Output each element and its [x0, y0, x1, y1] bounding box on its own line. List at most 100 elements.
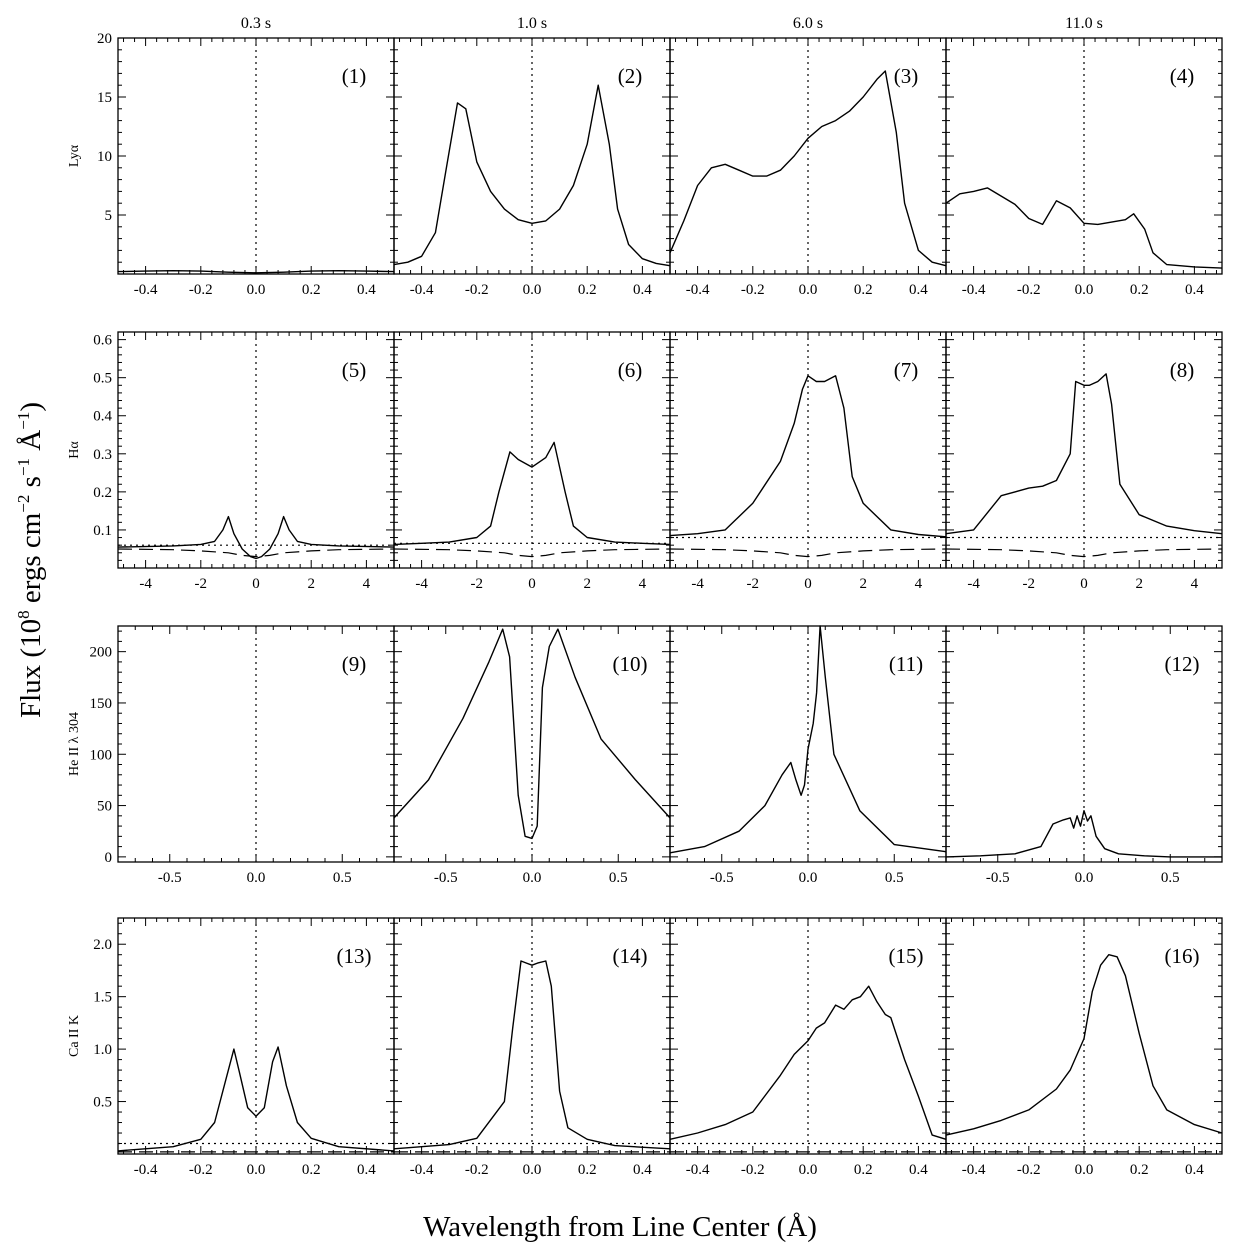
panel: -0.4 -0.2 0.0 0.2 0.4 0.5 1.0 1.5 2.0 (13) [93, 917, 395, 1178]
y-tick-label: 50 [97, 799, 112, 815]
x-tick-label: 0.0 [799, 1162, 818, 1178]
y-tick-label: 0.2 [93, 485, 112, 501]
panel: -0.4 -0.2 0.0 0.2 0.4 (14) [393, 917, 671, 1178]
x-tick-label: 0 [1080, 576, 1088, 592]
y-tick-label: 1.5 [93, 990, 112, 1006]
y-axis-title: Flux (108 ergs cm−2 s−1 Å−1) [14, 402, 47, 718]
x-tick-label: -0.5 [710, 870, 734, 886]
series-line-dashed [669, 548, 947, 558]
x-tick-label: 4 [1191, 576, 1199, 592]
x-axis-title: Wavelength from Line Center (Å) [423, 1211, 817, 1243]
y-tick-label: 0 [105, 850, 113, 866]
x-tick-label: 0.0 [523, 1162, 542, 1178]
panel: -0.5 0.0 0.5 0 50 100 150 200 (9) [90, 625, 395, 886]
y-tick-label: 150 [90, 696, 113, 712]
series-line-solid [117, 270, 395, 274]
panel-label: (10) [613, 652, 648, 676]
row-label: Ca II K [67, 1015, 82, 1057]
y-tick-label: 200 [90, 645, 113, 661]
panel-label: (3) [894, 64, 919, 88]
y-tick-label: 100 [90, 747, 113, 763]
x-tick-label: -0.5 [158, 870, 182, 886]
panel: -0.5 0.0 0.5 (12) [945, 625, 1223, 886]
x-tick-label: -2 [471, 576, 484, 592]
x-tick-label: 2 [859, 576, 867, 592]
row-label: Lyα [67, 144, 82, 167]
y-tick-label: 0.5 [93, 371, 112, 387]
x-tick-label: -2 [195, 576, 208, 592]
series-line-solid [945, 954, 1223, 1136]
x-tick-label: -4 [139, 576, 152, 592]
panel-label: (9) [342, 652, 367, 676]
series-line-dashed [117, 548, 395, 558]
x-tick-label: -0.4 [134, 1162, 158, 1178]
x-tick-label: -0.4 [962, 1162, 986, 1178]
panel-label: (6) [618, 358, 643, 382]
x-tick-label: 0.0 [1075, 870, 1094, 886]
x-tick-label: -0.4 [410, 282, 434, 298]
series-line-solid [117, 515, 395, 560]
x-tick-label: 0.4 [909, 282, 928, 298]
x-tick-label: 0.0 [247, 1162, 266, 1178]
x-tick-label: 0.2 [1130, 1162, 1149, 1178]
x-tick-label: 0.0 [1075, 282, 1094, 298]
panel-label: (16) [1165, 944, 1200, 968]
series-line-dashed [393, 548, 671, 558]
x-tick-label: -0.4 [962, 282, 986, 298]
x-tick-label: 0.2 [302, 282, 321, 298]
x-tick-label: 0.2 [1130, 282, 1149, 298]
x-tick-label: 0.4 [633, 282, 652, 298]
x-tick-label: 0.4 [357, 1162, 376, 1178]
y-tick-label: 5 [105, 208, 113, 224]
x-tick-label: 0.5 [333, 870, 352, 886]
x-tick-label: -4 [415, 576, 428, 592]
series-line-solid [669, 625, 947, 854]
x-tick-label: 0.4 [633, 1162, 652, 1178]
column-title: 0.3 s [241, 15, 271, 32]
panel-label: (2) [618, 64, 643, 88]
x-tick-label: 0.2 [854, 1162, 873, 1178]
column-titles: 0.3 s 1.0 s 6.0 s 11.0 s [241, 15, 1103, 32]
x-tick-label: 0.0 [247, 282, 266, 298]
panel-label: (4) [1170, 64, 1195, 88]
x-tick-label: -0.2 [1017, 282, 1041, 298]
row-label: Hα [67, 441, 82, 459]
x-tick-label: 0 [252, 576, 260, 592]
row-label: He II λ 304 [67, 712, 82, 776]
column-title: 11.0 s [1065, 15, 1103, 32]
x-tick-label: -0.5 [434, 870, 458, 886]
y-tick-label: 0.4 [93, 409, 112, 425]
x-tick-label: 0.2 [302, 1162, 321, 1178]
x-tick-label: 0.4 [1185, 1162, 1204, 1178]
x-tick-label: -0.4 [134, 282, 158, 298]
series-line-solid [945, 810, 1222, 858]
panel: -0.4 -0.2 0.0 0.2 0.4 (3) [669, 37, 947, 298]
y-tick-label: 0.5 [93, 1095, 112, 1111]
x-tick-label: 0.0 [799, 282, 818, 298]
x-tick-label: 0.2 [854, 282, 873, 298]
panel: -0.4 -0.2 0.0 0.2 0.4 (16) [945, 917, 1223, 1178]
x-tick-label: -4 [967, 576, 980, 592]
x-tick-label: 2 [1135, 576, 1143, 592]
x-tick-label: -0.4 [686, 1162, 710, 1178]
x-tick-label: 0.2 [578, 282, 597, 298]
series-line-solid [393, 628, 671, 840]
x-tick-label: 4 [915, 576, 923, 592]
x-tick-label: -2 [1023, 576, 1036, 592]
x-tick-label: -0.2 [741, 282, 765, 298]
x-tick-label: 0 [528, 576, 536, 592]
panel: -4 -2 0 2 4 0.1 0.2 0.3 0.4 0.5 0.6 (5) [93, 331, 395, 592]
panel: -4 -2 0 2 4 (7) [669, 331, 947, 592]
y-tick-label: 10 [97, 149, 112, 165]
x-tick-label: 0.2 [578, 1162, 597, 1178]
panel: -4 -2 0 2 4 (8) [945, 331, 1223, 592]
series-line-solid [393, 960, 671, 1150]
x-tick-label: 0.0 [1075, 1162, 1094, 1178]
x-tick-label: 0.0 [523, 870, 542, 886]
panel-label: (8) [1170, 358, 1195, 382]
panel-label: (13) [337, 944, 372, 968]
x-tick-label: -0.2 [1017, 1162, 1041, 1178]
x-tick-label: 0.5 [609, 870, 628, 886]
